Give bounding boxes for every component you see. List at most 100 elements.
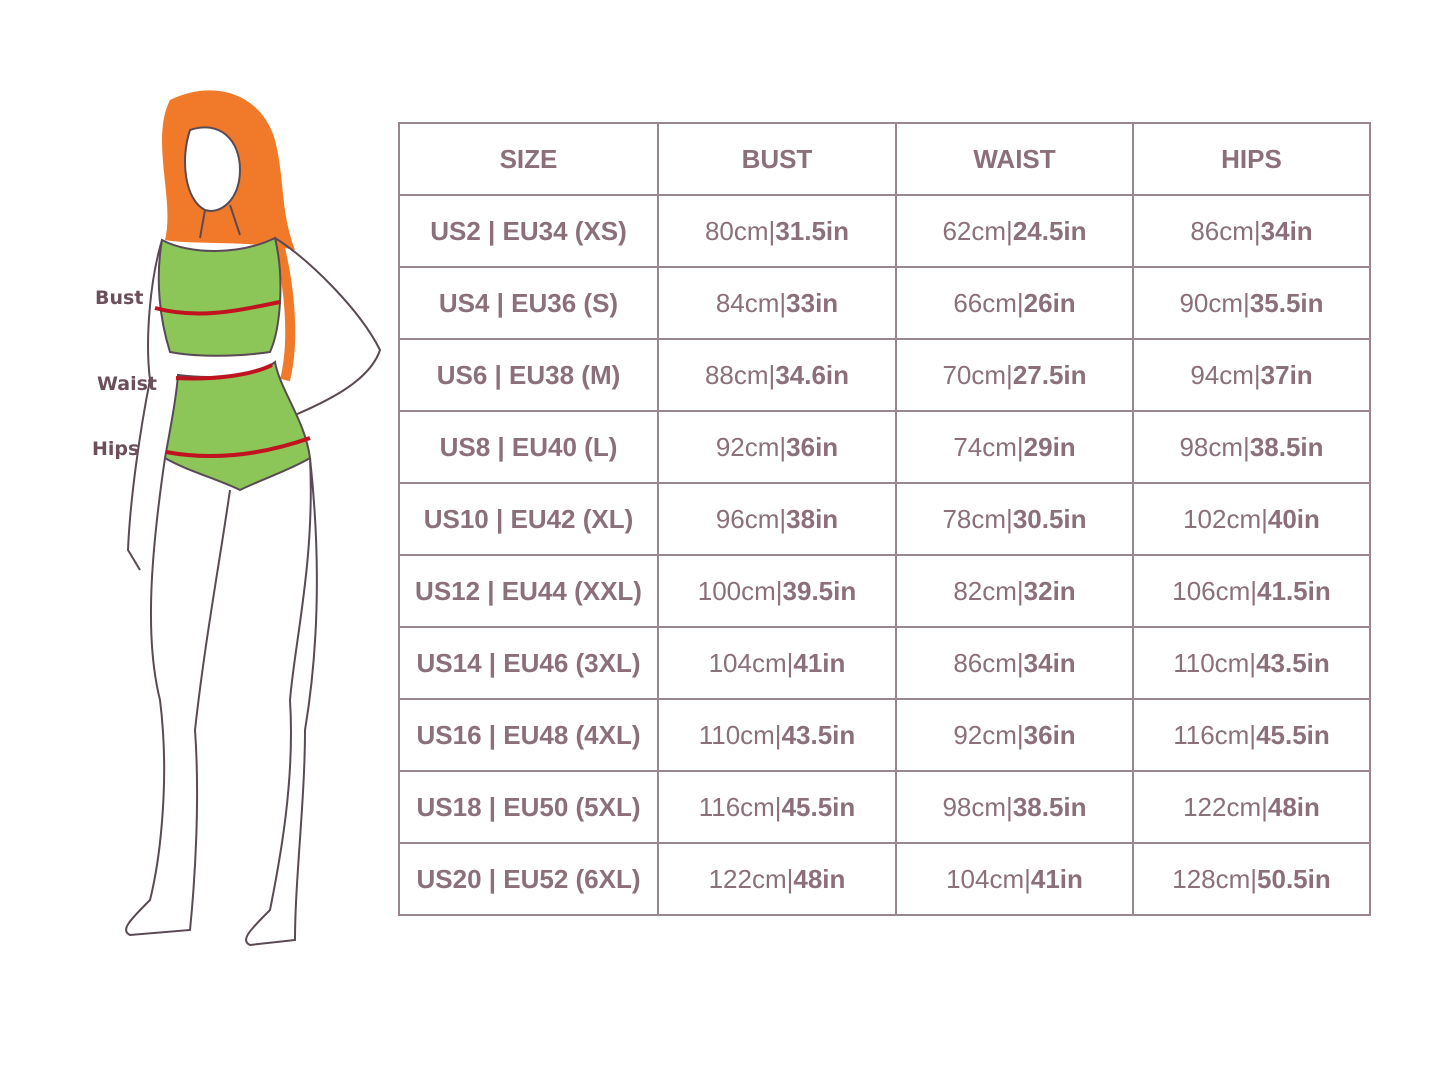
bust-in-value: 41in: [793, 647, 846, 678]
hips-label: Hips: [92, 438, 140, 460]
bust-in-value: 43.5in: [781, 719, 856, 750]
bust-cell: 88cm|34.6in: [657, 338, 897, 412]
waist-label: Waist: [97, 373, 158, 395]
bust-in-value: 45.5in: [781, 791, 856, 822]
waist-cm-value: 62cm|: [942, 215, 1013, 246]
hips-cell: 110cm|43.5in: [1132, 626, 1371, 700]
bust-cm-value: 80cm|: [704, 215, 776, 246]
bust-in-value: 33in: [786, 287, 839, 318]
bust-cell: 84cm|33in: [657, 266, 897, 340]
waist-in-value: 30.5in: [1012, 503, 1087, 534]
size-cell: US12 | EU44 (XXL): [398, 554, 659, 628]
waist-cm-value: 86cm|: [953, 647, 1024, 678]
waist-cm-value: 70cm|: [942, 359, 1013, 390]
header-bust: BUST: [657, 122, 897, 196]
waist-in-value: 26in: [1023, 287, 1076, 318]
bust-cell: 104cm|41in: [657, 626, 897, 700]
hips-cm-value: 110cm|: [1173, 647, 1257, 678]
hips-cm-value: 90cm|: [1179, 287, 1250, 318]
hips-in-value: 50.5in: [1257, 863, 1331, 894]
hips-cell: 128cm|50.5in: [1132, 842, 1371, 916]
bust-in-value: 38in: [786, 503, 839, 534]
bust-in-value: 39.5in: [782, 575, 857, 606]
hips-line: [165, 436, 311, 459]
bust-cm-value: 84cm|: [715, 287, 787, 318]
waist-in-value: 29in: [1023, 431, 1076, 462]
table-row: US20 | EU52 (6XL) 122cm|48in 104cm|41in 128…: [398, 842, 1371, 916]
bust-cm-value: 100cm|: [697, 575, 783, 606]
table-row: US14 | EU46 (3XL) 104cm|41in 86cm|34in 110c…: [398, 626, 1371, 700]
bust-cm-value: 92cm|: [715, 431, 787, 462]
hips-in-value: 43.5in: [1256, 647, 1330, 678]
waist-cell: 104cm|41in: [895, 842, 1134, 916]
hips-cell: 102cm|40in: [1132, 482, 1371, 556]
hips-cm-value: 106cm|: [1172, 575, 1258, 606]
hips-cm-value: 94cm|: [1190, 359, 1261, 390]
size-cell: US2 | EU34 (XS): [398, 194, 659, 268]
body-measurement-illustration: [125, 90, 382, 947]
hips-cm-value: 98cm|: [1179, 431, 1250, 462]
hips-in-value: 35.5in: [1249, 287, 1324, 318]
waist-in-value: 27.5in: [1012, 359, 1087, 390]
hips-cell: 98cm|38.5in: [1132, 410, 1371, 484]
size-chart-table: SIZE BUST WAIST HIPS US2 | EU34 (XS) 80cm…: [398, 122, 1371, 916]
table-row: US10 | EU42 (XL) 96cm|38in 78cm|30.5in 102c…: [398, 482, 1371, 556]
size-cell: US16 | EU48 (4XL): [398, 698, 659, 772]
waist-cm-value: 92cm|: [953, 719, 1024, 750]
hips-in-value: 45.5in: [1256, 719, 1330, 750]
bust-in-value: 31.5in: [775, 215, 850, 246]
bust-line: [154, 300, 281, 316]
face: [184, 126, 242, 212]
size-cell: US10 | EU42 (XL): [398, 482, 659, 556]
hips-in-value: 38.5in: [1249, 431, 1324, 462]
waist-cell: 62cm|24.5in: [895, 194, 1134, 268]
waist-cell: 82cm|32in: [895, 554, 1134, 628]
hips-in-value: 37in: [1260, 359, 1313, 390]
hips-in-value: 40in: [1267, 503, 1320, 534]
hips-in-value: 48in: [1267, 791, 1320, 822]
waist-cell: 86cm|34in: [895, 626, 1134, 700]
bust-in-value: 36in: [786, 431, 839, 462]
waist-cell: 70cm|27.5in: [895, 338, 1134, 412]
hips-cell: 116cm|45.5in: [1132, 698, 1371, 772]
size-cell: US20 | EU52 (6XL): [398, 842, 659, 916]
header-waist: WAIST: [895, 122, 1134, 196]
size-cell: US14 | EU46 (3XL): [398, 626, 659, 700]
hips-cell: 106cm|41.5in: [1132, 554, 1371, 628]
bust-in-value: 34.6in: [775, 359, 850, 390]
hips-cell: 122cm|48in: [1132, 770, 1371, 844]
bust-cm-value: 96cm|: [715, 503, 787, 534]
hips-cm-value: 86cm|: [1190, 215, 1261, 246]
table-header-row: SIZE BUST WAIST HIPS: [398, 122, 1371, 196]
waist-cell: 66cm|26in: [895, 266, 1134, 340]
waist-cell: 74cm|29in: [895, 410, 1134, 484]
bust-cell: 100cm|39.5in: [657, 554, 897, 628]
hips-cell: 86cm|34in: [1132, 194, 1371, 268]
waist-cell: 92cm|36in: [895, 698, 1134, 772]
bust-cell: 116cm|45.5in: [657, 770, 897, 844]
table-row: US4 | EU36 (S) 84cm|33in 66cm|26in 90cm|35.…: [398, 266, 1371, 340]
bust-cm-value: 88cm|: [704, 359, 776, 390]
waist-cm-value: 78cm|: [942, 503, 1013, 534]
waist-in-value: 38.5in: [1012, 791, 1087, 822]
bust-cm-value: 110cm|: [698, 719, 782, 750]
table-row: US16 | EU48 (4XL) 110cm|43.5in 92cm|36in 11…: [398, 698, 1371, 772]
hips-cell: 90cm|35.5in: [1132, 266, 1371, 340]
hips-cm-value: 116cm|: [1173, 719, 1257, 750]
waist-in-value: 34in: [1023, 647, 1076, 678]
bust-in-value: 48in: [793, 863, 846, 894]
briefs: [163, 360, 312, 492]
bust-cm-value: 104cm|: [708, 647, 794, 678]
size-cell: US6 | EU38 (M): [398, 338, 659, 412]
size-cell: US8 | EU40 (L): [398, 410, 659, 484]
bust-cell: 96cm|38in: [657, 482, 897, 556]
hips-in-value: 34in: [1260, 215, 1313, 246]
hips-cm-value: 102cm|: [1183, 503, 1268, 534]
header-hips: HIPS: [1132, 122, 1371, 196]
crop-top: [157, 236, 282, 357]
table-row: US6 | EU38 (M) 88cm|34.6in 70cm|27.5in 94cm…: [398, 338, 1371, 412]
hips-cm-value: 128cm|: [1172, 863, 1258, 894]
waist-cm-value: 74cm|: [953, 431, 1024, 462]
table-row: US12 | EU44 (XXL) 100cm|39.5in 82cm|32in 10…: [398, 554, 1371, 628]
waist-cm-value: 66cm|: [953, 287, 1024, 318]
